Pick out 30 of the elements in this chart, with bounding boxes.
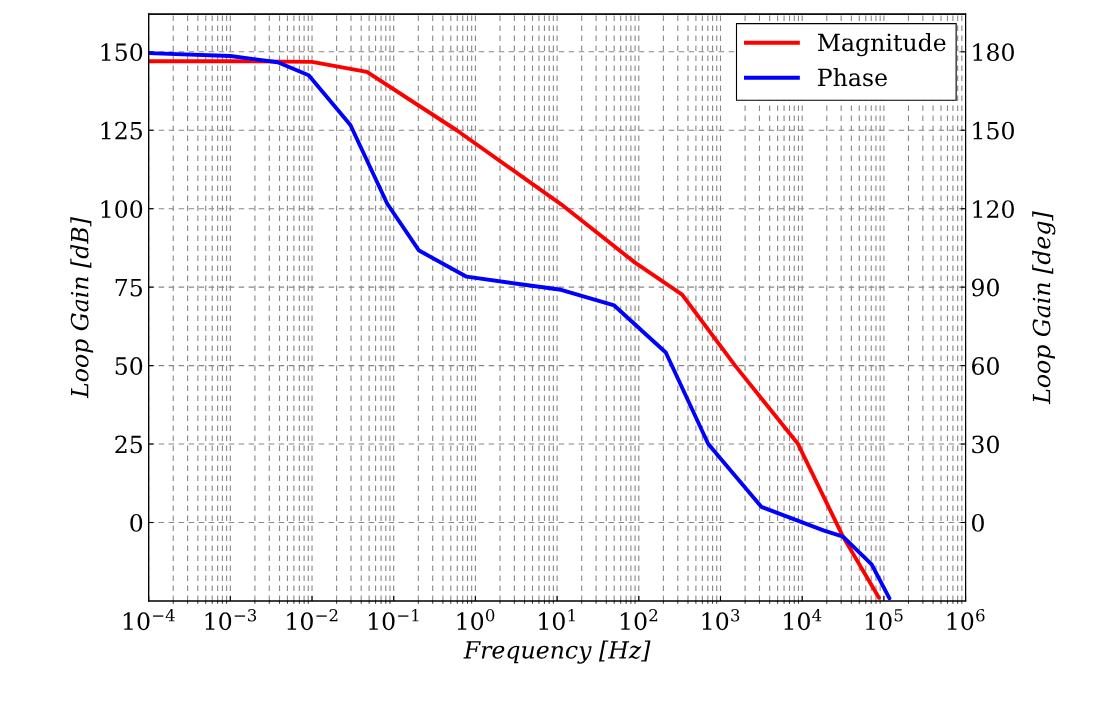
x-tick-label: 10$^{6}$	[947, 608, 985, 631]
y2-tick-label: 90	[971, 278, 999, 297]
x-tick-label: 10$^{−4}$	[123, 608, 175, 631]
y-tick-label: 25	[115, 435, 142, 454]
y2-tick-label: 0	[971, 513, 984, 532]
y2-tick-label: 150	[973, 121, 1014, 140]
y-tick-label: 150	[101, 43, 143, 62]
x-tick-label: 10$^{4}$	[784, 608, 822, 631]
x-tick-label: 10$^{5}$	[865, 609, 903, 631]
y2-tick-label: 30	[972, 435, 999, 454]
legend-label: Magnitude	[817, 33, 946, 57]
x-axis-title: Frequency [Hz]	[463, 640, 651, 664]
y2-tick-label: 120	[973, 200, 1014, 218]
y-axis-title: Loop Gain [dB]	[70, 217, 94, 399]
y2-tick-label: 180	[973, 43, 1014, 62]
y-tick-label: 75	[115, 278, 142, 297]
y-tick-label: 50	[115, 357, 143, 375]
x-tick-label: 10$^{−1}$	[368, 608, 419, 631]
y-tick-label: 0	[130, 513, 143, 532]
x-tick-label: 10$^{3}$	[702, 608, 740, 631]
x-tick-label: 10$^{1}$	[539, 608, 575, 631]
legend-label: Phase	[818, 68, 887, 87]
x-tick-label: 10$^{−3}$	[205, 608, 257, 631]
y-tick-label: 125	[101, 121, 142, 140]
y2-tick-label: 60	[972, 357, 999, 375]
x-tick-label: 10$^{−2}$	[287, 608, 338, 631]
y-tick-label: 100	[101, 200, 143, 218]
x-tick-label: 10$^{2}$	[620, 608, 658, 631]
y2-axis-title: Loop Gain [deg]	[1032, 211, 1056, 405]
x-tick-label: 10$^{0}$	[457, 608, 495, 631]
